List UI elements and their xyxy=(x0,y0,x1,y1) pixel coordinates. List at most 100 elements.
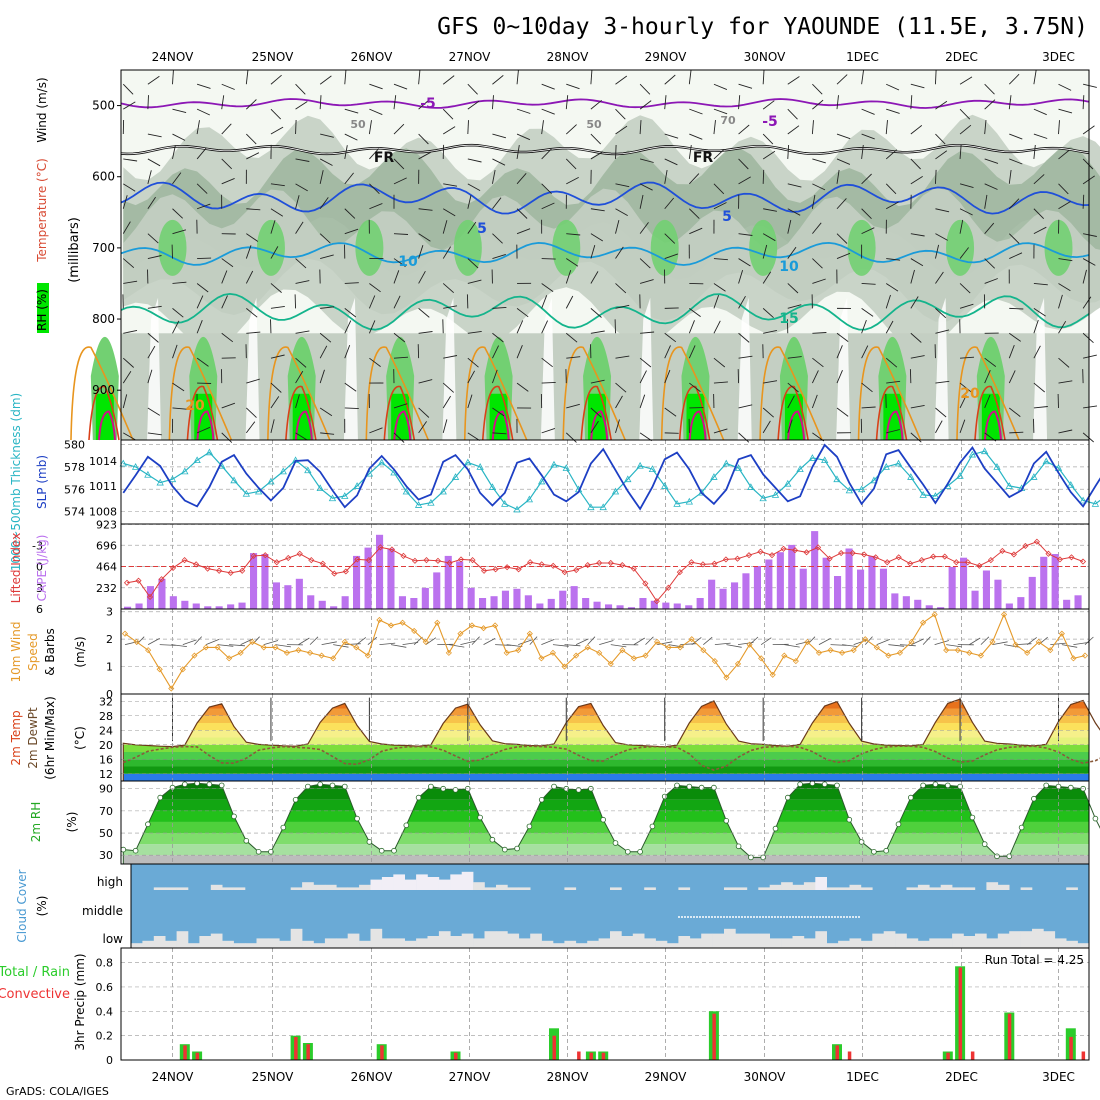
rh2m-point xyxy=(575,787,582,793)
wind-barb xyxy=(910,158,921,170)
rh2m-point xyxy=(858,839,865,845)
low-cloud-bar xyxy=(575,943,588,948)
low-cloud-bar xyxy=(496,931,508,948)
rh-midlevel-blob xyxy=(355,219,384,276)
wind-barb xyxy=(467,183,481,191)
wind-speed-point xyxy=(804,638,811,645)
surface-wind-barb xyxy=(425,637,437,645)
rh2m-point xyxy=(711,784,717,791)
low-cloud-bar xyxy=(461,933,474,948)
wind-barb xyxy=(246,331,261,334)
cape-bar xyxy=(456,561,464,609)
wind-barb xyxy=(1082,332,1094,344)
thickness-point xyxy=(611,487,620,495)
wind-speed-point xyxy=(688,636,695,643)
low-cloud-bar xyxy=(404,940,417,948)
wind-barb xyxy=(689,208,700,219)
wind-barb xyxy=(221,83,235,90)
surface-wind-barb xyxy=(205,639,220,646)
wind-barb xyxy=(245,270,254,284)
high-cloud-bar xyxy=(313,884,326,890)
wind-barb xyxy=(196,83,211,89)
wind-speed-point xyxy=(607,660,614,667)
precip-convective-bar xyxy=(601,1052,606,1060)
wind-barb xyxy=(295,280,310,284)
wind-speed-line xyxy=(124,613,1086,690)
rh2m-point xyxy=(317,781,324,788)
cape-bar xyxy=(387,548,395,609)
lifted-index-point xyxy=(722,556,730,563)
wind-barb xyxy=(123,101,136,110)
low-cloud-bar xyxy=(427,936,440,948)
high-cloud-bar xyxy=(210,884,223,890)
lifted-index-point xyxy=(907,560,914,567)
wind-barb xyxy=(959,208,973,216)
contour-label: 50 xyxy=(586,118,602,131)
wind-barb xyxy=(221,177,235,185)
wind-barb xyxy=(885,294,891,309)
thickness-point xyxy=(857,485,866,493)
low-cloud-bar xyxy=(792,936,805,948)
wind-speed-point xyxy=(237,649,244,656)
thickness-point xyxy=(254,487,263,495)
y-tick-label-precip: 0.8 xyxy=(96,957,114,970)
wind-barb xyxy=(319,158,333,166)
y-tick-label-temp: 24 xyxy=(99,724,113,737)
wind-barb xyxy=(442,220,448,234)
rh2m-point xyxy=(723,817,730,824)
wind-barb xyxy=(738,95,741,110)
wind-speed-point xyxy=(306,649,314,656)
lifted-index-point xyxy=(1010,551,1017,558)
wind-barb xyxy=(984,158,999,164)
wind-barb xyxy=(590,271,599,284)
wind-barb xyxy=(491,95,494,110)
low-cloud-bar xyxy=(667,943,679,948)
wind-barb xyxy=(836,133,851,140)
wind-speed-point xyxy=(1070,655,1077,662)
high-cloud-bar xyxy=(940,884,953,890)
precip-convective-bar xyxy=(552,1035,556,1060)
contour-label: 20 xyxy=(185,398,205,414)
cape-bar xyxy=(765,559,773,609)
thickness-point xyxy=(131,463,140,470)
wind-barb xyxy=(516,108,531,114)
contour-label: 5 xyxy=(477,221,487,237)
wind-barb xyxy=(393,83,408,90)
lifted-index-point xyxy=(964,559,971,566)
wind-barb xyxy=(910,332,922,343)
wind-barb xyxy=(393,332,406,343)
cape-bar xyxy=(1040,556,1048,609)
wind-barb xyxy=(984,83,995,95)
wind-barb xyxy=(787,356,802,359)
isotherm-25 xyxy=(285,385,317,441)
lifted-index-point xyxy=(676,569,683,576)
wind-barb xyxy=(1058,108,1073,114)
high-cloud-bar xyxy=(986,882,999,890)
wind-barb xyxy=(123,432,136,441)
rh-band xyxy=(123,821,1089,834)
wind-speed-point xyxy=(376,616,383,624)
high-cloud-bar xyxy=(176,887,189,890)
plot-layer: 24NOV 24NOV 25NOV 25NOV 26NOV 26NOV 27NOV 27NOV… xyxy=(0,50,1100,1084)
wind-barb xyxy=(738,355,753,359)
lifted-index-point xyxy=(573,566,580,574)
rh2m-units: (%) xyxy=(65,812,79,833)
thickness-point xyxy=(402,487,410,495)
wind-barb xyxy=(1058,320,1067,334)
cloud-level-label: low xyxy=(103,932,124,946)
wind-barb xyxy=(787,76,800,85)
thickness-point xyxy=(882,463,890,470)
y-tick-label-slp: 1008 xyxy=(89,505,117,518)
rh-legend-swatch xyxy=(37,283,49,333)
low-cloud-bar xyxy=(746,933,759,948)
wind-barb xyxy=(639,222,649,234)
wind-barb xyxy=(516,382,529,392)
surface-wind-barb xyxy=(1073,642,1089,646)
wind-barb xyxy=(147,170,152,184)
wind-barb xyxy=(787,283,799,294)
wind-barb xyxy=(122,371,132,384)
rh2m-point xyxy=(280,824,287,831)
cape-bar xyxy=(284,585,292,609)
wind-barb xyxy=(418,151,432,160)
wind-barb xyxy=(910,432,922,443)
